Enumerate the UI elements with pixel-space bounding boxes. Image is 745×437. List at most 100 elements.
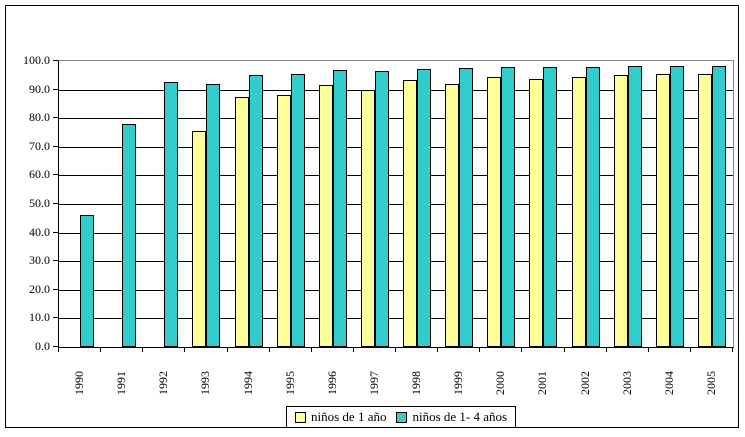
legend-label: niños de 1 año — [311, 409, 387, 424]
y-tick-label-70.0: 70.0 — [29, 138, 50, 153]
gridline-50 — [59, 204, 733, 205]
gridline-20 — [59, 289, 733, 291]
bar-series1-2001 — [529, 79, 543, 347]
bar-series2-2003 — [628, 66, 642, 347]
bar-series2-1997 — [375, 71, 389, 347]
x-tick-11 — [521, 347, 522, 352]
y-tick-20.0 — [53, 288, 58, 290]
y-tick-10.0 — [53, 317, 58, 319]
bar-series2-1990 — [80, 215, 94, 347]
bar-series1-1993 — [192, 131, 206, 347]
bar-series1-1997 — [361, 90, 375, 347]
y-tick-50.0 — [53, 203, 58, 204]
bar-series1-2005 — [698, 74, 712, 347]
x-tick-14 — [648, 347, 649, 352]
x-tick-13 — [606, 347, 607, 352]
x-tick-2 — [142, 347, 143, 352]
bar-series1-1994 — [235, 97, 249, 347]
y-tick-label-90.0: 90.0 — [29, 81, 50, 96]
legend: niños de 1 año niños de 1- 4 años — [286, 406, 517, 428]
x-label-1997: 1997 — [367, 371, 381, 395]
y-tick-label-60.0: 60.0 — [29, 167, 50, 182]
bar-series2-1991 — [122, 124, 136, 347]
x-tick-4 — [227, 347, 228, 352]
y-tick-90.0 — [53, 88, 58, 90]
gridline-30 — [59, 261, 733, 263]
x-tick-5 — [269, 347, 270, 352]
x-label-2003: 2003 — [620, 371, 634, 395]
plot-area — [58, 60, 734, 348]
legend-label: niños de 1- 4 años — [412, 409, 508, 424]
bar-series2-2005 — [712, 66, 726, 347]
gridline-60 — [59, 175, 733, 177]
x-label-1991: 1991 — [114, 371, 128, 395]
bar-series2-1998 — [417, 69, 431, 347]
x-label-1998: 1998 — [409, 371, 423, 395]
y-tick-label-30.0: 30.0 — [29, 253, 50, 268]
bar-series1-1995 — [277, 95, 291, 347]
y-tick-label-10.0: 10.0 — [29, 310, 50, 325]
x-tick-9 — [437, 347, 438, 352]
y-tick-label-80.0: 80.0 — [29, 110, 50, 125]
gridline-70 — [59, 146, 733, 148]
bar-series1-2004 — [656, 74, 670, 347]
legend-entry-1: niños de 1 año — [295, 409, 386, 425]
x-label-1996: 1996 — [325, 371, 339, 395]
x-tick-1 — [100, 347, 101, 352]
bar-series2-2002 — [586, 67, 600, 347]
x-label-2000: 2000 — [493, 371, 507, 395]
bar-series1-2003 — [614, 75, 628, 347]
y-tick-label-50.0: 50.0 — [29, 196, 50, 210]
bar-series2-2001 — [543, 67, 557, 347]
x-label-1994: 1994 — [241, 371, 255, 395]
bar-series2-1999 — [459, 68, 473, 347]
bar-series2-2004 — [670, 66, 684, 347]
x-label-2001: 2001 — [535, 371, 549, 395]
y-tick-40.0 — [53, 231, 58, 233]
y-tick-label-0.0: 0.0 — [35, 339, 50, 353]
chart-frame: 0.0 10.0 20.0 30.0 40.0 50.0 60.0 70.0 80.0 90.0 1… — [5, 5, 739, 428]
bar-series2-1993 — [206, 84, 220, 347]
x-label-1995: 1995 — [283, 371, 297, 395]
x-tick-12 — [564, 347, 565, 352]
y-tick-80.0 — [53, 117, 58, 119]
bar-series1-1998 — [403, 80, 417, 347]
bar-series1-2000 — [487, 77, 501, 347]
x-tick-6 — [311, 347, 312, 352]
x-label-2004: 2004 — [662, 371, 676, 395]
x-tick-16 — [732, 347, 733, 352]
x-label-2002: 2002 — [578, 371, 592, 395]
y-tick-label-20.0: 20.0 — [29, 281, 50, 296]
y-tick-30.0 — [53, 260, 58, 262]
x-label-1992: 1992 — [156, 371, 170, 395]
y-tick-label-40.0: 40.0 — [29, 224, 50, 239]
x-tick-7 — [353, 347, 354, 352]
x-tick-3 — [184, 347, 185, 352]
y-tick-0.0 — [53, 346, 58, 347]
y-tick-60.0 — [53, 174, 58, 176]
x-label-1990: 1990 — [72, 371, 86, 395]
gridline-90 — [59, 89, 733, 91]
x-tick-15 — [690, 347, 691, 352]
x-tick-8 — [395, 347, 396, 352]
x-label-2005: 2005 — [704, 371, 718, 395]
x-label-1999: 1999 — [451, 371, 465, 395]
x-tick-0 — [58, 347, 59, 352]
bar-series1-2002 — [572, 77, 586, 347]
x-label-1993: 1993 — [198, 371, 212, 395]
legend-swatch-icon — [295, 411, 306, 423]
x-tick-10 — [479, 347, 480, 352]
bar-series1-1996 — [319, 85, 333, 347]
bar-series2-1994 — [249, 75, 263, 347]
gridline-80 — [59, 118, 733, 120]
gridline-40 — [59, 232, 733, 234]
bar-series2-2000 — [501, 67, 515, 347]
legend-entry-2: niños de 1- 4 años — [396, 409, 507, 425]
y-tick-100.0 — [53, 60, 58, 61]
bar-series2-1992 — [164, 82, 178, 347]
gridline-10 — [59, 318, 733, 320]
bar-series1-1999 — [445, 84, 459, 347]
bar-series2-1995 — [291, 74, 305, 347]
y-tick-label-100.0: 100.0 — [23, 53, 50, 67]
